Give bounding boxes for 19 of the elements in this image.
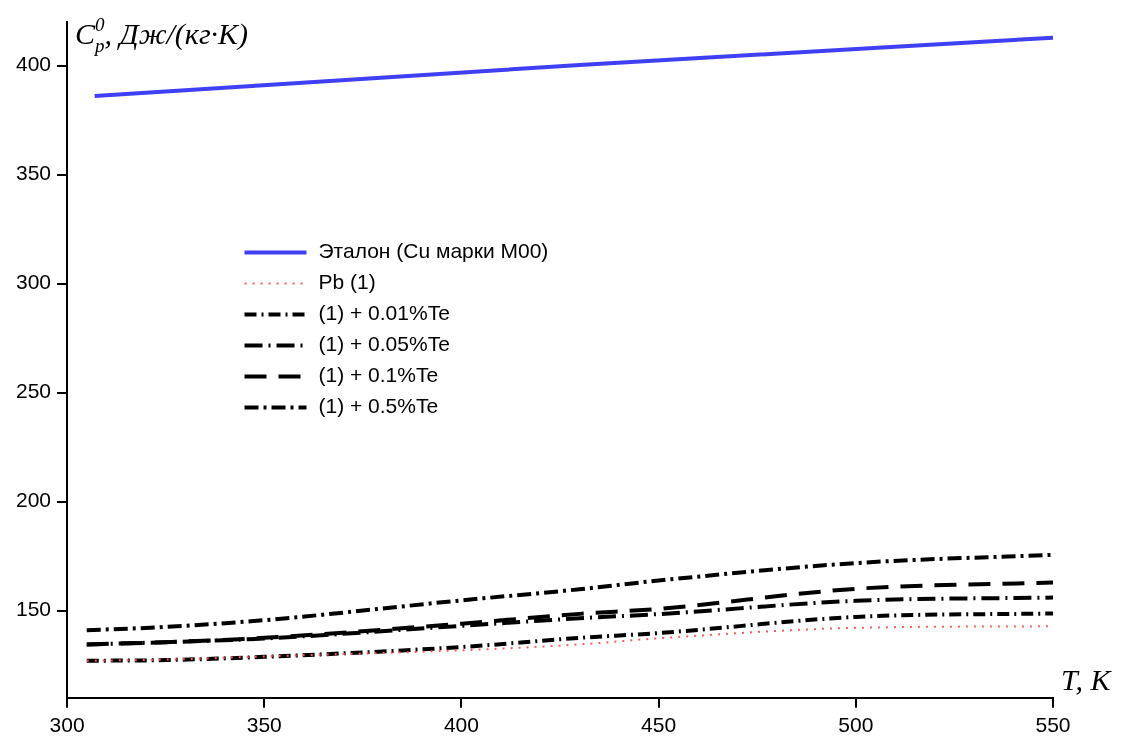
legend-label: (1) + 0.1%Te (318, 363, 439, 387)
x-tick-label: 450 (641, 713, 677, 737)
x-tick-label: 550 (1035, 713, 1071, 737)
legend-label: Pb (1) (318, 270, 376, 294)
x-axis-title: T, K (1061, 662, 1113, 696)
y-tick-label: 150 (15, 597, 52, 621)
y-tick-label: 400 (15, 52, 52, 76)
y-tick-label: 250 (15, 379, 52, 403)
legend-label: (1) + 0.05%Te (318, 332, 450, 356)
x-tick-label: 300 (49, 713, 85, 737)
legend-label: Эталон (Cu марки M00) (318, 239, 549, 263)
x-tick-label: 500 (838, 713, 874, 737)
y-tick-label: 200 (15, 488, 52, 512)
legend-label: (1) + 0.5%Te (318, 394, 439, 418)
y-tick-label: 300 (15, 270, 52, 294)
x-tick-label: 400 (443, 713, 479, 737)
legend-label: (1) + 0.01%Te (318, 301, 450, 325)
x-tick-label: 350 (246, 713, 282, 737)
y-tick-label: 350 (15, 161, 52, 185)
